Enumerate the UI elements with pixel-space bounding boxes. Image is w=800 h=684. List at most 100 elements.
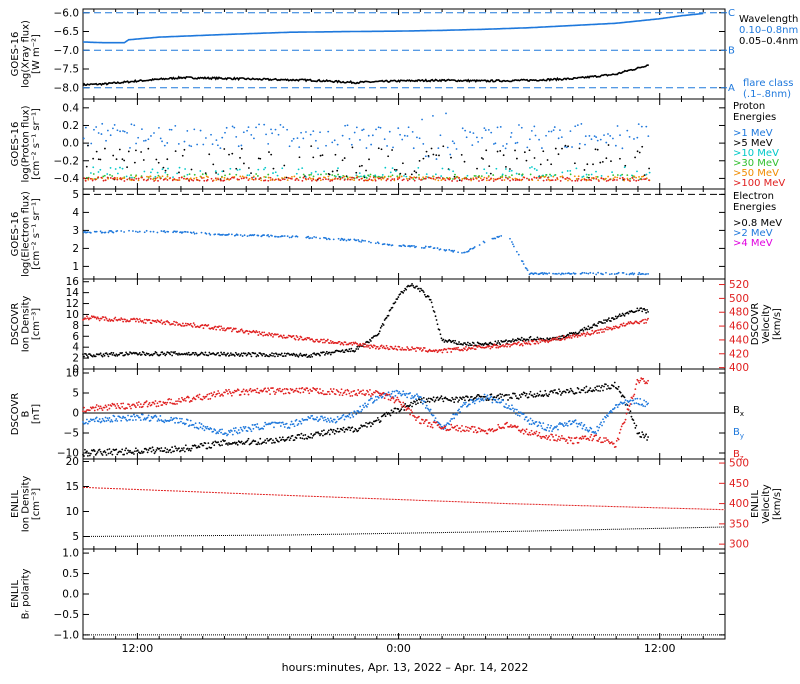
proton-point-5	[259, 177, 262, 179]
point-dscovr-mag-0	[597, 389, 600, 392]
point-dscovr-mag-2	[106, 409, 109, 411]
point-dscovr-mag-2	[465, 429, 468, 432]
proton-point-2	[106, 173, 109, 175]
proton-point-1	[605, 157, 608, 160]
proton-point-0	[265, 133, 267, 136]
point-dscovr-mag-2	[194, 398, 197, 401]
point-dscovr-mag-1	[459, 411, 461, 413]
point-dscovr-mag-1	[566, 424, 569, 427]
point-dscovr-mag-2	[560, 437, 562, 440]
point-dscovr-mag-0	[153, 452, 156, 455]
point-dscovr-mag-0	[588, 389, 591, 392]
point-dscovr-plasma-1	[100, 317, 103, 320]
proton-point-4	[175, 178, 178, 181]
point-dscovr-mag-0	[311, 437, 314, 439]
proton-point-3	[587, 173, 590, 176]
proton-point-5	[408, 178, 411, 181]
point-dscovr-mag-0	[452, 398, 455, 401]
legend-note: (.1–.8nm)	[743, 89, 791, 100]
point-dscovr-mag-1	[327, 419, 330, 422]
point-dscovr-mag-0	[254, 440, 257, 443]
proton-point-5	[439, 177, 441, 179]
proton-point-5	[206, 178, 209, 181]
point-dscovr-mag-0	[539, 390, 542, 393]
point-dscovr-plasma-1	[474, 348, 477, 351]
proton-point-0	[645, 125, 648, 128]
point-dscovr-mag-1	[533, 423, 536, 425]
proton-point-5	[351, 176, 353, 179]
point-electron-1	[288, 236, 291, 239]
proton-point-5	[89, 177, 92, 180]
point-dscovr-mag-2	[404, 406, 407, 409]
point-dscovr-mag-1	[82, 421, 84, 423]
proton-point-2	[184, 168, 187, 170]
proton-point-0	[619, 134, 621, 137]
point-dscovr-plasma-1	[583, 332, 586, 335]
point-dscovr-mag-2	[523, 429, 526, 432]
point-electron-1	[464, 251, 466, 254]
point-dscovr-mag-1	[129, 418, 131, 421]
point-dscovr-mag-2	[365, 392, 367, 395]
point-dscovr-mag-1	[133, 413, 135, 416]
point-dscovr-mag-1	[645, 400, 648, 403]
proton-point-2	[485, 172, 488, 174]
proton-point-5	[626, 178, 629, 181]
point-electron-1	[467, 250, 470, 252]
point-dscovr-mag-0	[577, 387, 580, 390]
point-dscovr-mag-0	[181, 449, 184, 452]
proton-point-4	[116, 177, 119, 179]
y-tick-label: 0.4	[62, 102, 79, 114]
proton-point-0	[550, 130, 553, 133]
point-dscovr-mag-0	[602, 389, 604, 392]
point-dscovr-mag-2	[643, 380, 646, 383]
proton-point-4	[349, 176, 351, 179]
point-dscovr-mag-2	[587, 437, 590, 440]
proton-point-2	[575, 167, 578, 170]
point-electron-1	[413, 244, 415, 247]
point-dscovr-mag-1	[405, 392, 408, 395]
point-dscovr-mag-0	[187, 449, 190, 452]
point-dscovr-plasma-1	[198, 326, 201, 329]
point-dscovr-mag-0	[182, 447, 185, 449]
proton-point-5	[190, 178, 193, 181]
proton-point-4	[356, 175, 359, 178]
proton-point-5	[468, 178, 470, 181]
point-dscovr-plasma-1	[624, 324, 627, 327]
point-dscovr-mag-2	[465, 425, 467, 428]
point-dscovr-mag-2	[378, 394, 381, 397]
point-dscovr-mag-0	[470, 395, 473, 398]
point-dscovr-plasma-1	[247, 332, 250, 335]
point-electron-1	[542, 273, 545, 276]
point-dscovr-mag-0	[304, 434, 307, 436]
point-dscovr-plasma-1	[148, 319, 151, 321]
point-electron-1	[257, 234, 260, 237]
point-dscovr-mag-1	[321, 415, 323, 418]
point-dscovr-mag-0	[427, 397, 430, 400]
point-dscovr-mag-2	[249, 387, 252, 390]
point-dscovr-plasma-0	[355, 348, 358, 350]
point-dscovr-mag-2	[529, 433, 532, 436]
proton-point-3	[621, 173, 624, 176]
point-dscovr-mag-0	[439, 396, 442, 399]
point-dscovr-mag-2	[308, 392, 311, 395]
point-dscovr-plasma-1	[521, 344, 524, 347]
proton-point-4	[351, 178, 353, 181]
proton-point-1	[496, 150, 499, 153]
point-dscovr-mag-2	[260, 389, 263, 392]
point-dscovr-plasma-1	[613, 327, 616, 330]
point-dscovr-plasma-1	[465, 349, 468, 352]
point-dscovr-plasma-1	[134, 320, 137, 323]
point-dscovr-mag-2	[467, 430, 470, 432]
point-dscovr-mag-1	[88, 420, 91, 423]
proton-point-2	[199, 170, 202, 172]
proton-point-2	[89, 172, 92, 174]
point-dscovr-plasma-1	[445, 348, 448, 351]
point-dscovr-mag-2	[315, 389, 317, 392]
point-dscovr-plasma-1	[643, 322, 646, 325]
point-dscovr-plasma-0	[574, 331, 577, 334]
point-dscovr-mag-1	[86, 422, 89, 425]
point-dscovr-mag-0	[376, 416, 379, 419]
point-dscovr-mag-0	[176, 449, 178, 452]
point-electron-1	[192, 231, 195, 234]
point-dscovr-plasma-1	[159, 321, 162, 324]
